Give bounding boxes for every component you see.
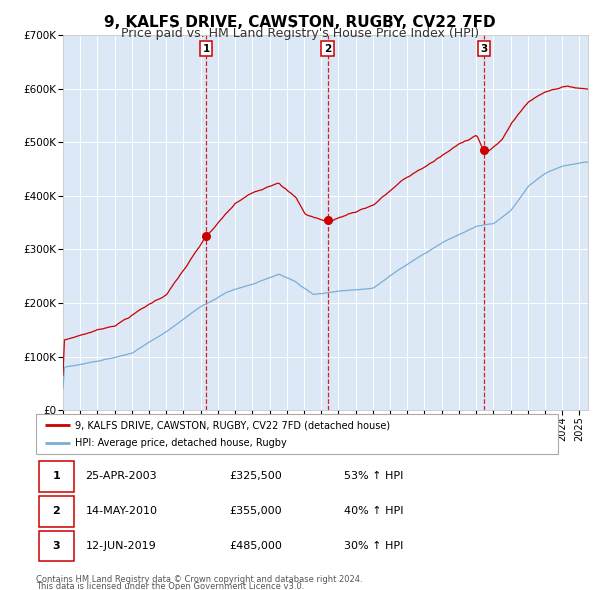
Text: Price paid vs. HM Land Registry's House Price Index (HPI): Price paid vs. HM Land Registry's House …: [121, 27, 479, 40]
Text: 12-JUN-2019: 12-JUN-2019: [86, 541, 157, 551]
Text: 3: 3: [480, 44, 487, 54]
Text: £325,500: £325,500: [229, 471, 282, 481]
Text: 25-APR-2003: 25-APR-2003: [86, 471, 157, 481]
FancyBboxPatch shape: [38, 496, 74, 526]
Text: 14-MAY-2010: 14-MAY-2010: [86, 506, 158, 516]
Text: 2: 2: [52, 506, 60, 516]
Text: 1: 1: [203, 44, 210, 54]
FancyBboxPatch shape: [36, 414, 558, 454]
FancyBboxPatch shape: [38, 461, 74, 491]
Text: £485,000: £485,000: [229, 541, 282, 551]
Text: 53% ↑ HPI: 53% ↑ HPI: [344, 471, 403, 481]
Text: 40% ↑ HPI: 40% ↑ HPI: [344, 506, 403, 516]
Text: This data is licensed under the Open Government Licence v3.0.: This data is licensed under the Open Gov…: [36, 582, 304, 590]
Text: 3: 3: [53, 541, 60, 551]
Text: 9, KALFS DRIVE, CAWSTON, RUGBY, CV22 7FD: 9, KALFS DRIVE, CAWSTON, RUGBY, CV22 7FD: [104, 15, 496, 30]
Text: HPI: Average price, detached house, Rugby: HPI: Average price, detached house, Rugb…: [75, 438, 287, 448]
Text: 30% ↑ HPI: 30% ↑ HPI: [344, 541, 403, 551]
Text: 9, KALFS DRIVE, CAWSTON, RUGBY, CV22 7FD (detached house): 9, KALFS DRIVE, CAWSTON, RUGBY, CV22 7FD…: [75, 420, 390, 430]
Text: Contains HM Land Registry data © Crown copyright and database right 2024.: Contains HM Land Registry data © Crown c…: [36, 575, 362, 584]
Text: £355,000: £355,000: [229, 506, 282, 516]
FancyBboxPatch shape: [38, 531, 74, 562]
Text: 1: 1: [52, 471, 60, 481]
Text: 2: 2: [324, 44, 331, 54]
